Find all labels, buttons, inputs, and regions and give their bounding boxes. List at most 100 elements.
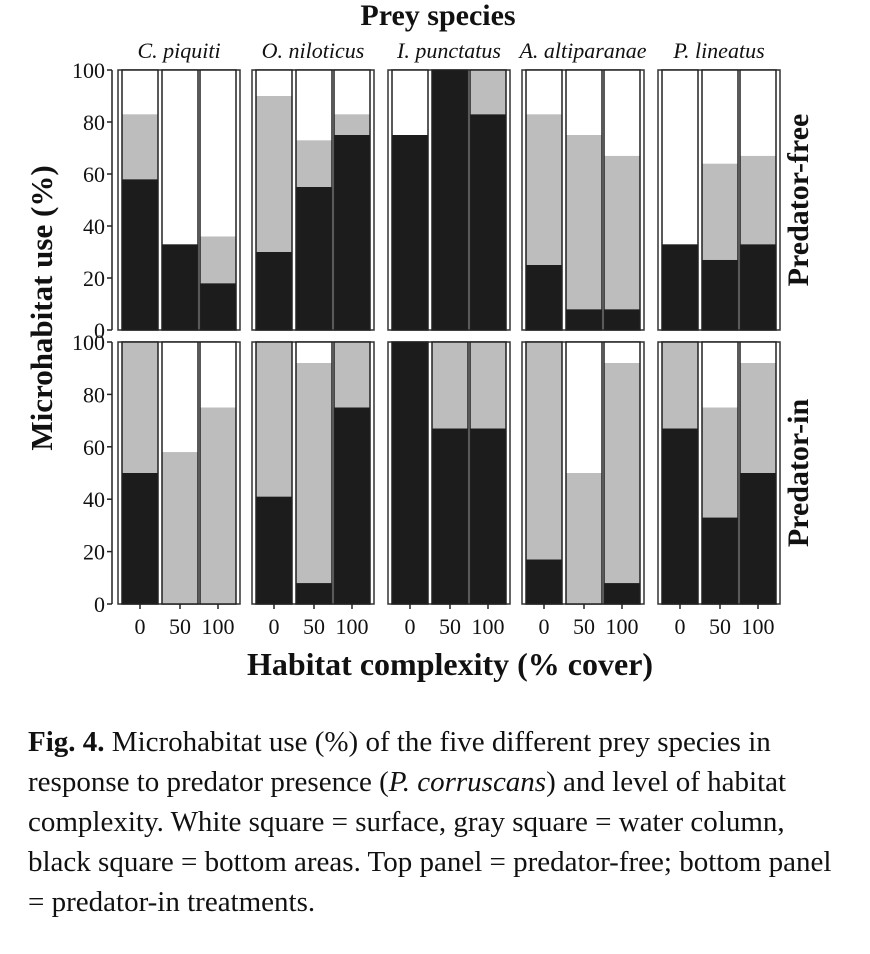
- x-tick-label-0-0: 0: [135, 614, 146, 639]
- bar-segment-surface-0-1-0: [256, 70, 292, 96]
- species-label-2: I. punctatus: [396, 38, 501, 63]
- bar-segment-surface-0-3-1: [566, 70, 602, 135]
- bar-segment-bottom-0-4-1: [702, 259, 738, 330]
- bar-segment-column-0-1-0: [256, 96, 292, 252]
- species-label-1: O. niloticus: [262, 38, 365, 63]
- y-tick-label-1-5: 100: [72, 330, 105, 355]
- x-tick-label-1-2: 100: [336, 614, 369, 639]
- bar-segment-bottom-1-2-1: [432, 428, 468, 604]
- bar-segment-column-1-4-1: [702, 407, 738, 518]
- caption-text-1: Microhabitat use (%) of the five differe…: [28, 726, 771, 798]
- bar-segment-bottom-1-1-2: [334, 407, 370, 604]
- bar-segment-column-1-3-2: [604, 362, 640, 584]
- bar-outline-0-1-1: [295, 69, 333, 331]
- y-tick-label-1-3: 60: [83, 435, 105, 460]
- bar-outline-0-0-2: [199, 69, 237, 331]
- bar-outline-0-0-0: [121, 69, 159, 331]
- bar-outline-0-2-1: [431, 69, 469, 331]
- bar-segment-surface-0-3-0: [526, 70, 562, 115]
- x-tick-label-3-1: 50: [573, 614, 595, 639]
- bar-outline-0-1-0: [255, 69, 293, 331]
- bar-segment-bottom-1-2-0: [392, 342, 428, 604]
- bar-segment-surface-1-3-1: [566, 342, 602, 473]
- bar-segment-bottom-0-1-0: [256, 252, 292, 330]
- y-tick-label-0-3: 60: [83, 162, 105, 187]
- bar-segment-bottom-1-4-0: [662, 428, 698, 604]
- bar-segment-bottom-0-4-0: [662, 244, 698, 330]
- x-tick-label-4-1: 50: [709, 614, 731, 639]
- y-tick-label-0-4: 80: [83, 110, 105, 135]
- x-tick-label-1-1: 50: [303, 614, 325, 639]
- bar-segment-surface-0-3-2: [604, 70, 640, 156]
- bar-segment-column-1-2-1: [432, 342, 468, 429]
- bar-segment-bottom-0-2-1: [432, 70, 468, 330]
- bar-outline-0-3-2: [603, 69, 641, 331]
- bar-segment-column-0-2-2: [470, 70, 506, 115]
- bar-outline-0-4-2: [739, 69, 777, 331]
- x-tick-label-4-0: 0: [675, 614, 686, 639]
- y-tick-label-0-0: 0: [94, 318, 105, 343]
- bar-segment-surface-1-3-2: [604, 342, 640, 363]
- bar-segment-bottom-0-3-0: [526, 265, 562, 330]
- bar-segment-column-0-3-1: [566, 135, 602, 310]
- bar-segment-column-1-2-2: [470, 342, 506, 429]
- bar-segment-bottom-0-1-2: [334, 135, 370, 330]
- bar-outline-0-4-0: [661, 69, 699, 331]
- bar-outline-0-2-0: [391, 69, 429, 331]
- bar-segment-surface-0-0-1: [162, 70, 198, 245]
- bar-segment-column-1-0-2: [200, 407, 236, 604]
- bar-segment-surface-1-0-2: [200, 342, 236, 408]
- y-tick-label-0-1: 20: [83, 266, 105, 291]
- bar-segment-column-1-0-1: [162, 452, 198, 604]
- bar-segment-column-0-0-0: [122, 114, 158, 180]
- x-tick-label-0-1: 50: [169, 614, 191, 639]
- x-tick-label-3-2: 100: [606, 614, 639, 639]
- bar-outline-0-0-1: [161, 69, 199, 331]
- bar-segment-bottom-0-0-0: [122, 179, 158, 330]
- bar-outline-0-2-2: [469, 69, 507, 331]
- bar-segment-column-1-4-2: [740, 362, 776, 473]
- bar-segment-surface-0-1-2: [334, 70, 370, 115]
- x-tick-label-4-2: 100: [742, 614, 775, 639]
- bar-outline-0-1-2: [333, 69, 371, 331]
- x-tick-label-1-0: 0: [269, 614, 280, 639]
- bar-segment-surface-1-1-1: [296, 342, 332, 363]
- y-tick-label-1-1: 20: [83, 540, 105, 565]
- bar-segment-bottom-1-1-1: [296, 583, 332, 604]
- y-tick-label-0-2: 40: [83, 214, 105, 239]
- x-tick-label-2-0: 0: [405, 614, 416, 639]
- bar-segment-surface-1-4-1: [702, 342, 738, 408]
- bar-segment-column-1-3-1: [566, 473, 602, 604]
- bar-segment-bottom-0-4-2: [740, 244, 776, 330]
- bar-segment-column-0-4-2: [740, 155, 776, 245]
- bar-segment-column-1-1-0: [256, 342, 292, 497]
- figure-caption: Fig. 4. Microhabitat use (%) of the five…: [28, 722, 838, 922]
- x-tick-label-2-2: 100: [472, 614, 505, 639]
- bar-segment-bottom-1-4-1: [702, 517, 738, 604]
- bar-segment-column-1-0-0: [122, 342, 158, 473]
- bar-segment-bottom-0-0-1: [162, 244, 198, 330]
- bar-segment-column-1-4-0: [662, 342, 698, 429]
- bar-segment-column-0-3-2: [604, 155, 640, 310]
- x-tick-label-2-1: 50: [439, 614, 461, 639]
- species-label-4: P. lineatus: [672, 38, 764, 63]
- bar-outline-0-4-1: [701, 69, 739, 331]
- bar-segment-column-1-1-1: [296, 362, 332, 584]
- y-axis-title: Microhabitat use (%): [24, 165, 59, 450]
- bar-segment-surface-0-4-2: [740, 70, 776, 156]
- y-tick-label-1-4: 80: [83, 382, 105, 407]
- bar-segment-bottom-1-3-0: [526, 559, 562, 604]
- y-tick-label-1-0: 0: [94, 592, 105, 617]
- bar-segment-column-0-1-2: [334, 114, 370, 135]
- stacked-bar-chart: Prey species Habitat complexity (% cover…: [24, 0, 815, 682]
- panel-label-0: Predator-free: [782, 114, 815, 287]
- panel-label-1: Predator-in: [782, 399, 815, 548]
- caption-text-2: ) and level of habitat complexity. White…: [28, 766, 832, 918]
- bar-outline-0-3-1: [565, 69, 603, 331]
- bar-segment-surface-0-1-1: [296, 70, 332, 141]
- bar-segment-surface-1-0-1: [162, 342, 198, 453]
- bar-segment-column-1-3-0: [526, 342, 562, 560]
- bar-segment-surface-0-2-0: [392, 70, 428, 135]
- bar-segment-bottom-1-4-2: [740, 473, 776, 604]
- x-tick-label-3-0: 0: [539, 614, 550, 639]
